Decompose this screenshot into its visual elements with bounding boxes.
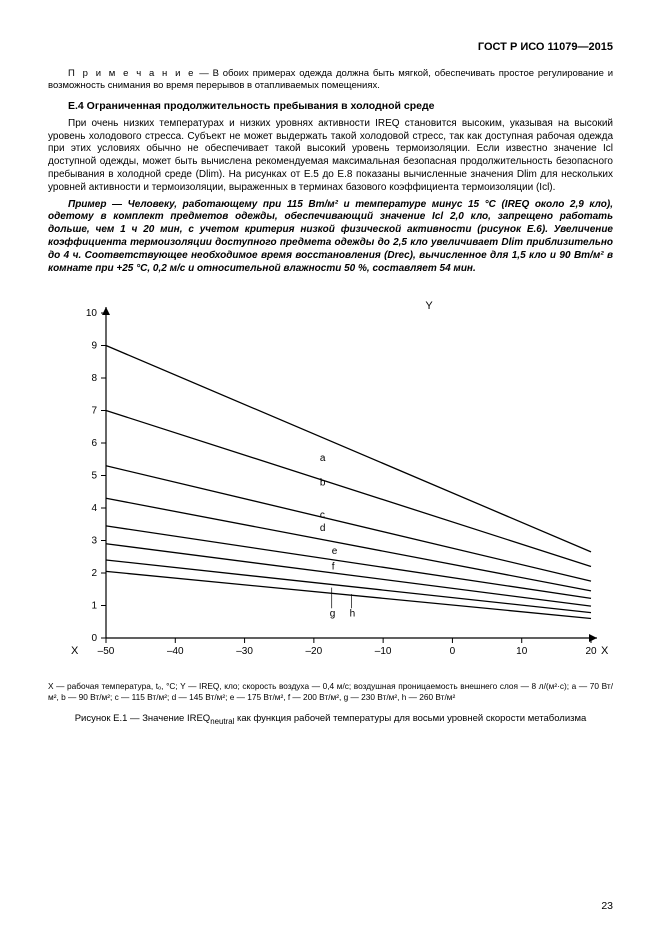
paragraph-1: При очень низких температурах и низких у… — [48, 118, 613, 195]
svg-text:7: 7 — [91, 406, 97, 417]
svg-text:–50: –50 — [97, 646, 114, 657]
svg-text:c: c — [319, 510, 324, 521]
example-paragraph: Пример — Человеку, работающему при 115 В… — [48, 199, 613, 276]
svg-text:8: 8 — [91, 373, 97, 384]
svg-text:20: 20 — [585, 646, 597, 657]
figcap-a: Рисунок E.1 — Значение IREQ — [75, 713, 211, 724]
svg-text:a: a — [319, 454, 325, 465]
svg-text:6: 6 — [91, 438, 97, 449]
svg-text:–40: –40 — [166, 646, 183, 657]
svg-text:X: X — [71, 645, 79, 657]
doc-header: ГОСТ Р ИСО 11079—2015 — [48, 40, 613, 54]
svg-text:9: 9 — [91, 341, 97, 352]
svg-text:3: 3 — [91, 536, 97, 547]
line-chart-svg: –50 –40 –30 –20 –10 0 10 20 0 1 2 3 4 5 6 7 8 9 10 X X Ya b cd e… — [51, 293, 611, 673]
svg-text:2: 2 — [91, 568, 97, 579]
figcap-sub: neutral — [210, 717, 234, 726]
note-label: П р и м е ч а н и е — [68, 68, 195, 79]
figcap-b: как функция рабочей температуры для вось… — [234, 713, 586, 724]
page-number: 23 — [601, 900, 613, 913]
svg-text:e: e — [331, 547, 337, 558]
svg-text:h: h — [349, 609, 355, 620]
svg-text:b: b — [319, 478, 325, 489]
svg-text:Y: Y — [425, 300, 433, 312]
note-1: П р и м е ч а н и е — В обоих примерах о… — [48, 68, 613, 92]
svg-text:0: 0 — [449, 646, 455, 657]
svg-text:–30: –30 — [236, 646, 253, 657]
svg-text:10: 10 — [85, 308, 97, 319]
svg-text:4: 4 — [91, 503, 97, 514]
svg-text:–20: –20 — [305, 646, 322, 657]
svg-text:d: d — [319, 523, 325, 534]
svg-text:f: f — [331, 562, 334, 573]
svg-text:10: 10 — [516, 646, 528, 657]
svg-text:g: g — [329, 609, 335, 620]
svg-text:–10: –10 — [374, 646, 391, 657]
svg-text:X: X — [601, 645, 609, 657]
section-e4-title: E.4 Ограниченная продолжительность пребы… — [48, 100, 613, 113]
chart-e1: –50 –40 –30 –20 –10 0 10 20 0 1 2 3 4 5 6 7 8 9 10 X X Ya b cd e… — [48, 293, 613, 673]
figure-caption: Рисунок E.1 — Значение IREQneutral как ф… — [48, 713, 613, 727]
svg-text:5: 5 — [91, 471, 97, 482]
svg-text:0: 0 — [91, 633, 97, 644]
page: ГОСТ Р ИСО 11079—2015 П р и м е ч а н и … — [0, 0, 661, 935]
chart-legend: X — рабочая температура, tₒ, °C; Y — IRE… — [48, 681, 613, 703]
svg-text:1: 1 — [91, 601, 97, 612]
